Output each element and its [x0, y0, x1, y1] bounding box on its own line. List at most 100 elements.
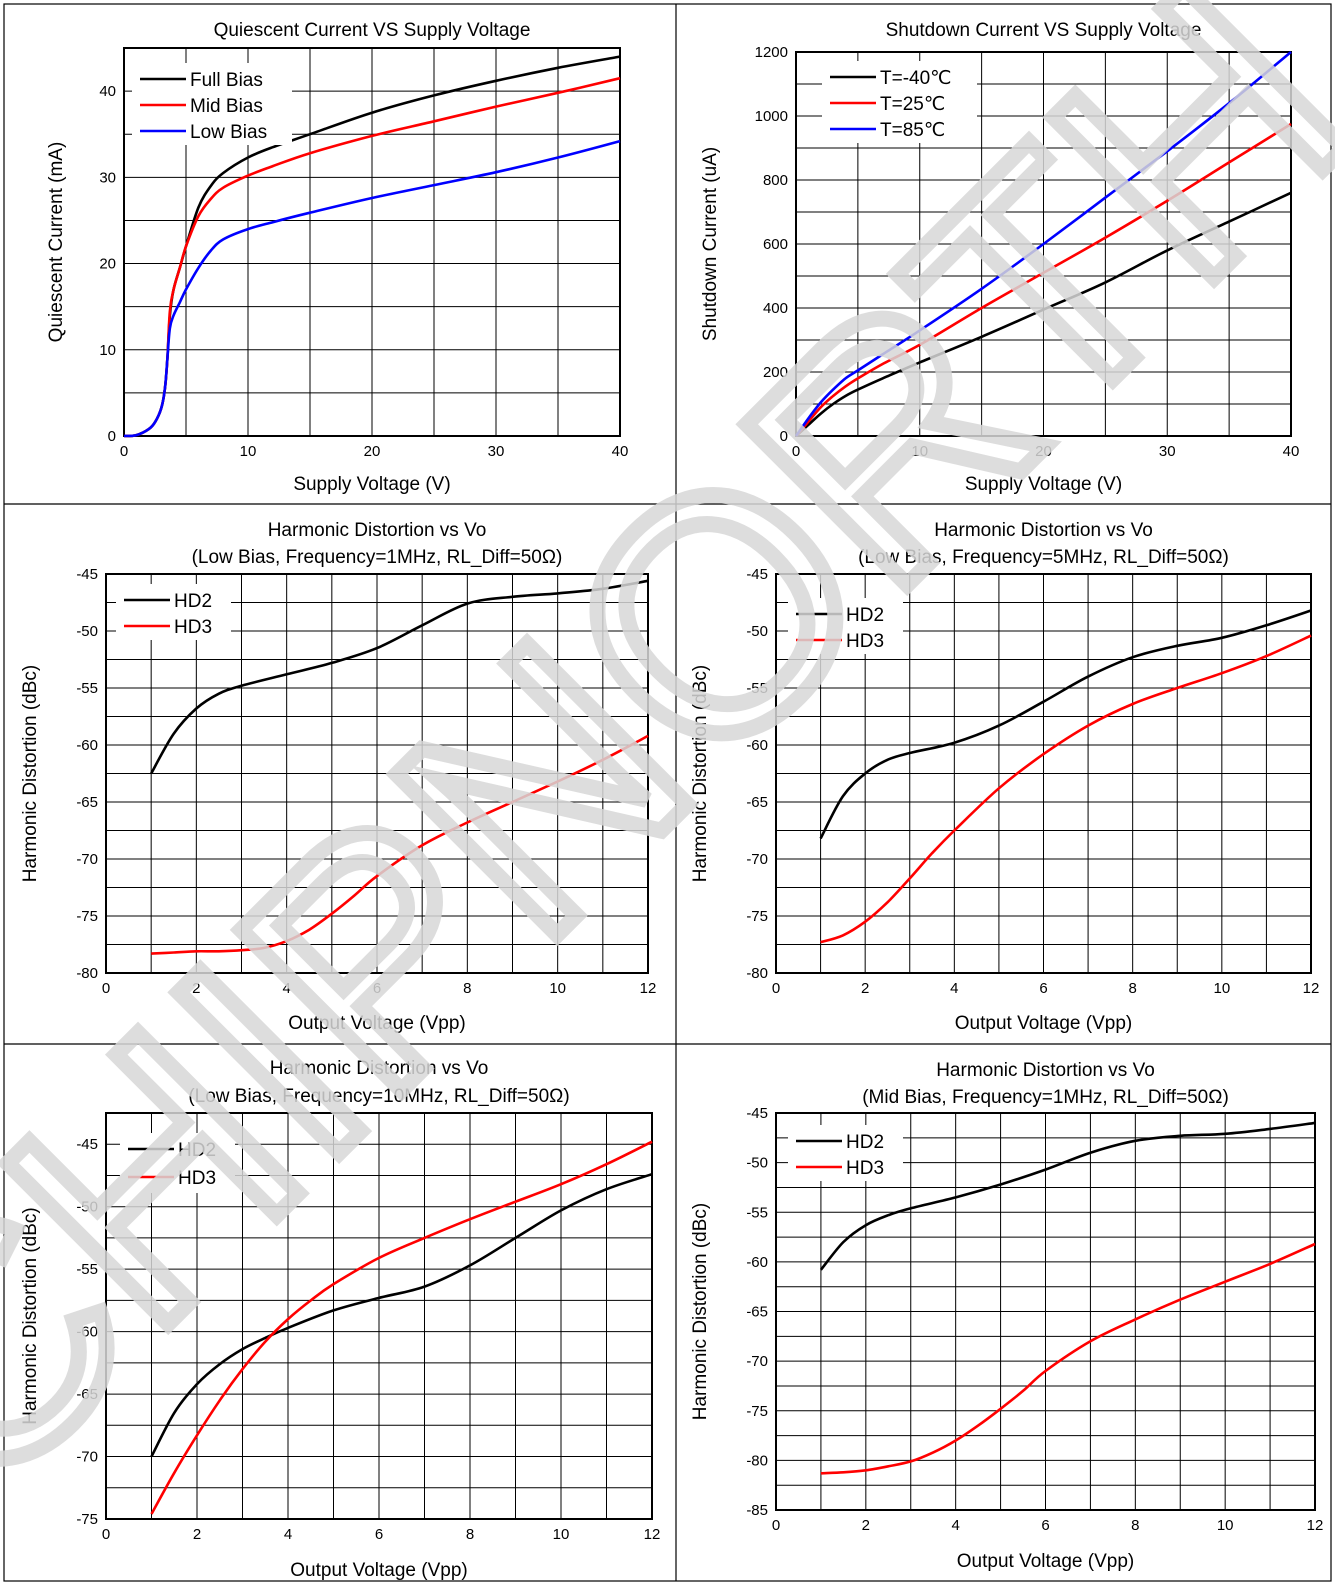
y-tick-label: 0 — [780, 428, 788, 445]
x-tick-label: 12 — [644, 1526, 661, 1543]
y-tick-label: -55 — [76, 1261, 98, 1278]
legend-label: T=-40℃ — [880, 68, 952, 89]
chart-subtitle: (Low Bias, Frequency=5MHz, RL_Diff=50Ω) — [858, 547, 1229, 568]
y-tick-label: 20 — [99, 256, 116, 273]
series-line-T=25℃ — [795, 122, 1292, 437]
legend-label: HD2 — [178, 1140, 216, 1161]
plot-frame — [775, 1112, 1316, 1511]
y-tick-label: -70 — [76, 851, 98, 868]
x-tick-label: 6 — [1039, 980, 1047, 997]
y-tick-label: -60 — [76, 1324, 98, 1341]
y-tick-label: -70 — [76, 1449, 98, 1466]
x-axis-label: Output Voltage (Vpp) — [957, 1551, 1134, 1572]
series-line-HD3 — [151, 734, 649, 955]
series-line-HD2 — [150, 579, 649, 775]
series-line-HD3 — [820, 1242, 1316, 1475]
y-tick-label: -70 — [746, 1353, 768, 1370]
legend-label: Mid Bias — [190, 96, 263, 117]
x-axis-label: Output Voltage (Vpp) — [955, 1013, 1132, 1034]
y-tick-label: -55 — [746, 680, 768, 697]
y-tick-label: -65 — [76, 794, 98, 811]
chart-subtitle: (Mid Bias, Frequency=1MHz, RL_Diff=50Ω) — [862, 1087, 1229, 1108]
chart-title: Quiescent Current VS Supply Voltage — [214, 20, 531, 41]
panel-grid — [3, 3, 1332, 1582]
y-tick-label: 600 — [763, 236, 788, 253]
plot-frame — [105, 1112, 653, 1520]
x-tick-label: 40 — [1283, 443, 1300, 460]
x-tick-label: 0 — [102, 1526, 110, 1543]
x-tick-label: 2 — [192, 980, 200, 997]
x-tick-label: 0 — [772, 980, 780, 997]
chart-4: Harmonic Distortion vs Vo (Low Bias, Freq… — [690, 520, 1319, 1034]
x-tick-label: 2 — [862, 1517, 870, 1534]
y-axis-label: Quiescent Current (mA) — [46, 142, 67, 343]
plot-frame — [795, 51, 1292, 437]
y-tick-label: -50 — [746, 1155, 768, 1172]
legend-label: HD2 — [174, 591, 212, 612]
x-tick-label: 12 — [640, 980, 657, 997]
chart-title: Harmonic Distortion vs Vo — [936, 1060, 1155, 1081]
y-axis-label: Harmonic Distortion (dBc) — [690, 1203, 711, 1421]
x-tick-label: 4 — [950, 980, 958, 997]
legend-label: Low Bias — [190, 122, 267, 143]
legend-box — [788, 1125, 903, 1181]
y-tick-label: -65 — [746, 1304, 768, 1321]
x-tick-label: 2 — [193, 1526, 201, 1543]
x-tick-label: 0 — [772, 1517, 780, 1534]
x-tick-label: 0 — [120, 443, 128, 460]
y-tick-label: -65 — [746, 794, 768, 811]
chart-subtitle: (Low Bias, Frequency=1MHz, RL_Diff=50Ω) — [192, 547, 563, 568]
outer-border — [3, 3, 1332, 1582]
x-tick-label: 10 — [1217, 1517, 1234, 1534]
x-tick-label: 0 — [792, 443, 800, 460]
legend-label: T=85℃ — [880, 120, 945, 141]
y-tick-label: -75 — [746, 908, 768, 925]
y-axis-label: Shutdown Current (uA) — [700, 147, 721, 341]
y-tick-label: -60 — [76, 737, 98, 754]
chart-1: Quiescent Current VS Supply Voltage 0 10 20… — [46, 20, 628, 495]
x-tick-label: 8 — [463, 980, 471, 997]
legend-label: HD2 — [846, 605, 884, 626]
chart-title: Harmonic Distortion vs Vo — [268, 520, 487, 541]
legend-label: Full Bias — [190, 70, 263, 91]
y-tick-label: 0 — [108, 428, 116, 445]
y-tick-label: 40 — [99, 83, 116, 100]
y-tick-label: -85 — [746, 1502, 768, 1519]
x-axis-label: Output Voltage (Vpp) — [290, 1560, 467, 1581]
legend-box — [116, 584, 231, 640]
x-tick-label: 10 — [240, 443, 257, 460]
x-tick-label: 10 — [553, 1526, 570, 1543]
x-tick-label: 10 — [911, 443, 928, 460]
plot-frame — [123, 47, 621, 437]
series-line-Low Bias — [123, 139, 621, 438]
chart-title: Harmonic Distortion vs Vo — [934, 520, 1153, 541]
y-tick-label: -50 — [76, 623, 98, 640]
x-tick-label: 12 — [1307, 1517, 1324, 1534]
y-tick-label: 1000 — [755, 108, 788, 125]
y-tick-label: -65 — [76, 1386, 98, 1403]
y-tick-label: -45 — [746, 1105, 768, 1122]
y-tick-label: -50 — [76, 1199, 98, 1216]
y-tick-label: -70 — [746, 851, 768, 868]
y-tick-label: 200 — [763, 364, 788, 381]
y-tick-label: -45 — [746, 566, 768, 583]
series-line-HD3 — [820, 634, 1312, 944]
x-tick-label: 10 — [549, 980, 566, 997]
legend-label: HD3 — [178, 1168, 216, 1189]
legend-box — [788, 598, 903, 654]
x-tick-label: 4 — [284, 1526, 292, 1543]
x-tick-label: 30 — [488, 443, 505, 460]
series-line-HD3 — [150, 1140, 653, 1515]
chart-5: Harmonic Distortion vs Vo (Low Bias, Freq… — [20, 1058, 660, 1581]
x-tick-label: 6 — [373, 980, 381, 997]
x-tick-label: 2 — [861, 980, 869, 997]
y-tick-label: 800 — [763, 172, 788, 189]
x-tick-label: 30 — [1159, 443, 1176, 460]
legend-label: HD3 — [846, 631, 884, 652]
x-axis-label: Supply Voltage (V) — [965, 474, 1122, 495]
y-tick-label: -50 — [746, 623, 768, 640]
y-tick-label: 10 — [99, 342, 116, 359]
